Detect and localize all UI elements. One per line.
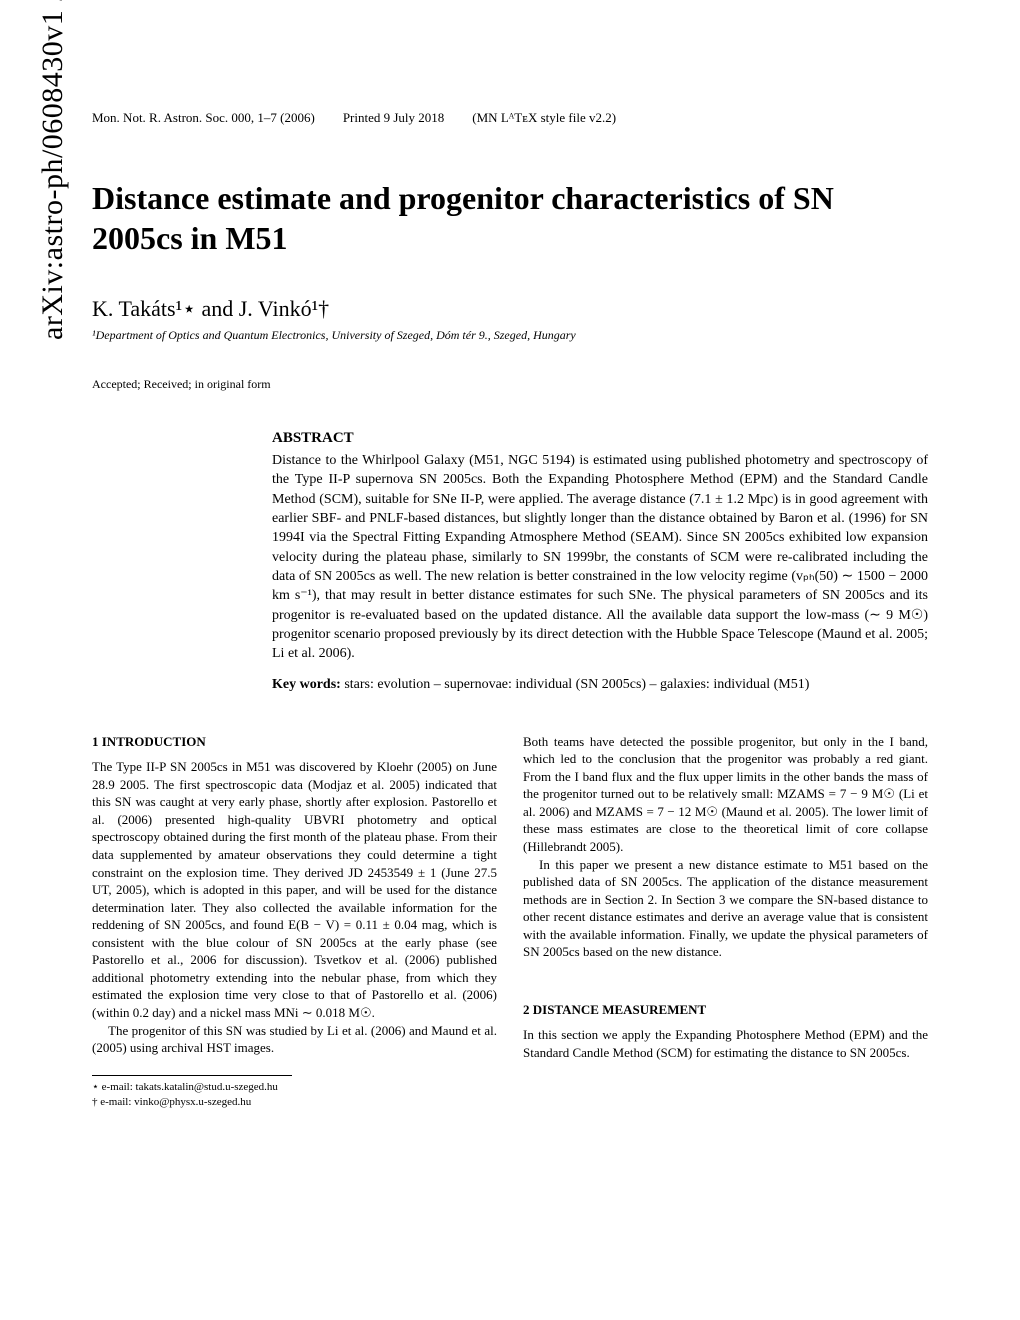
abstract-heading: ABSTRACT (272, 430, 928, 447)
paper-title: Distance estimate and progenitor charact… (92, 178, 928, 258)
authors: K. Takáts¹⋆ and J. Vinkó¹† (92, 296, 928, 322)
footnote-1: ⋆ e-mail: takats.katalin@stud.u-szeged.h… (92, 1080, 292, 1095)
left-column: 1 INTRODUCTION The Type II-P SN 2005cs i… (92, 733, 497, 1111)
keywords: Key words: stars: evolution – supernovae… (272, 675, 928, 694)
intro-para-2: The progenitor of this SN was studied by… (92, 1022, 497, 1057)
journal-ref: Mon. Not. R. Astron. Soc. 000, 1–7 (2006… (92, 110, 315, 126)
print-date: Printed 9 July 2018 (343, 110, 444, 126)
abstract-text: Distance to the Whirlpool Galaxy (M51, N… (272, 451, 928, 663)
section-1-heading: 1 INTRODUCTION (92, 733, 497, 751)
arxiv-identifier: arXiv:astro-ph/0608430v1 21 Aug 2006 (36, 0, 70, 340)
body-columns: 1 INTRODUCTION The Type II-P SN 2005cs i… (92, 733, 928, 1111)
right-column: Both teams have detected the possible pr… (523, 733, 928, 1111)
intro-para-4: In this paper we present a new distance … (523, 856, 928, 961)
header-line: Mon. Not. R. Astron. Soc. 000, 1–7 (2006… (92, 110, 928, 126)
keywords-label: Key words: (272, 677, 341, 692)
distance-para-1: In this section we apply the Expanding P… (523, 1026, 928, 1061)
section-2-heading: 2 DISTANCE MEASUREMENT (523, 1001, 928, 1019)
abstract-block: ABSTRACT Distance to the Whirlpool Galax… (272, 430, 928, 695)
intro-para-3: Both teams have detected the possible pr… (523, 733, 928, 856)
intro-para-1: The Type II-P SN 2005cs in M51 was disco… (92, 758, 497, 1021)
footnotes: ⋆ e-mail: takats.katalin@stud.u-szeged.h… (92, 1075, 292, 1111)
latex-style: (MN LᴬTᴇX style file v2.2) (472, 110, 616, 126)
affiliation: ¹Department of Optics and Quantum Electr… (92, 328, 928, 343)
keywords-text: stars: evolution – supernovae: individua… (341, 677, 810, 692)
submission-dates: Accepted; Received; in original form (92, 377, 928, 392)
footnote-2: † e-mail: vinko@physx.u-szeged.hu (92, 1095, 292, 1110)
